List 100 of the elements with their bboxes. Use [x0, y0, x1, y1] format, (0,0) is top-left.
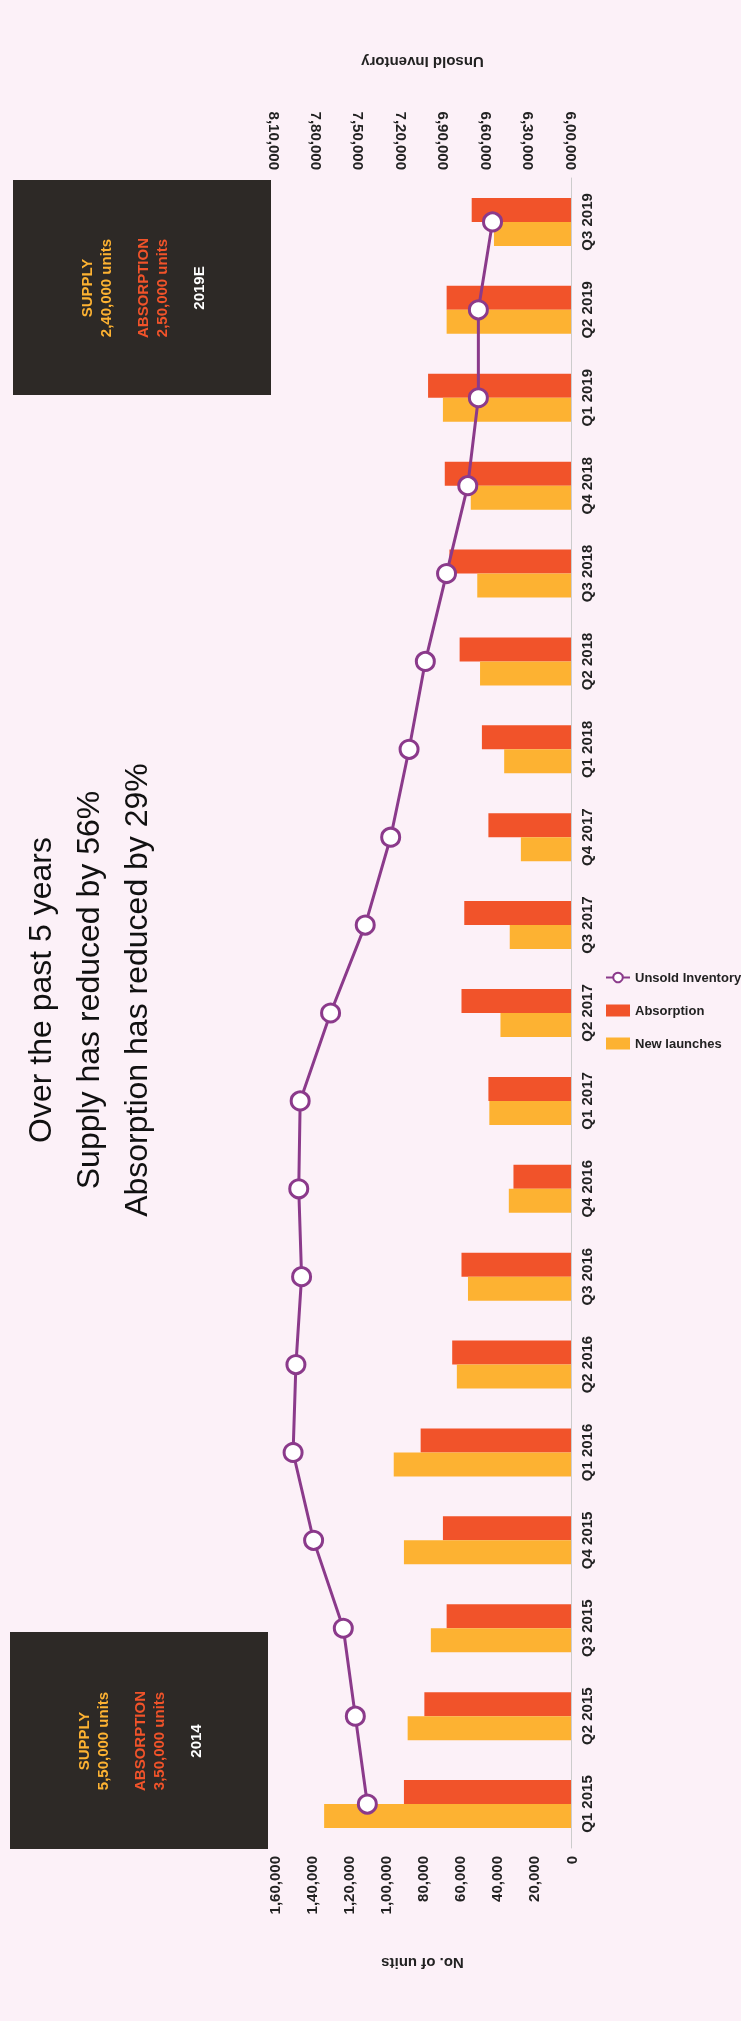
- bar: [324, 1804, 571, 1829]
- point: [414, 650, 436, 672]
- point: [482, 211, 504, 233]
- bar: [442, 397, 571, 422]
- bar: [488, 813, 571, 838]
- y-tick-label: Q4 2015: [578, 1511, 595, 1570]
- x2-tick-label: 6,90,000: [435, 111, 453, 170]
- info-card: SUPPLY 2,40,000 units ABSORPTION 2,50,000 units 2019E: [13, 180, 271, 395]
- y-tick-label: Q1 2019: [578, 368, 595, 427]
- y-tick-label: Q3 2017: [578, 896, 595, 954]
- point: [398, 738, 420, 760]
- x2-tick-label: 6,00,000: [562, 111, 580, 170]
- point: [436, 563, 458, 585]
- bar: [481, 725, 571, 750]
- y-tick-label: Q1 2015: [578, 1775, 595, 1833]
- legend-label: New launches: [635, 1036, 722, 1051]
- y-tick-label: Q2 2015: [578, 1687, 595, 1745]
- x-tick-label: 1,20,000: [339, 1856, 357, 1915]
- bar: [480, 661, 571, 686]
- x-tick-label: 40,000: [488, 1856, 506, 1902]
- y-tick-label: Q1 2016: [578, 1423, 595, 1482]
- y-tick-label: Q4 2018: [578, 456, 595, 515]
- bar: [446, 309, 571, 334]
- x-tick-label: 1,00,000: [376, 1856, 394, 1915]
- x-axis-title: No. of units: [381, 1955, 464, 1972]
- info-card: SUPPLY 5,50,000 units ABSORPTION 3,50,000 units 2014: [10, 1632, 268, 1849]
- y-tick-label: Q2 2017: [578, 984, 595, 1042]
- point: [291, 1266, 313, 1288]
- bar: [488, 1076, 571, 1101]
- bar: [430, 1628, 571, 1653]
- bar: [459, 637, 571, 662]
- y-tick-label: Q1 2018: [578, 720, 595, 779]
- point: [380, 826, 402, 848]
- bar: [504, 749, 571, 774]
- point: [467, 299, 489, 321]
- bar: [403, 1780, 571, 1805]
- x2-tick-label: 6,30,000: [520, 111, 538, 170]
- point: [285, 1354, 307, 1376]
- point: [289, 1090, 311, 1112]
- y-tick-label: Q3 2015: [578, 1599, 595, 1658]
- bar: [489, 1100, 571, 1125]
- text: Over the past 5 years Supply has reduced by 56% Absorption has reduced by 29%: [22, 763, 154, 1217]
- x-tick-label: 1,40,000: [302, 1856, 320, 1915]
- point: [457, 475, 479, 497]
- x-tick-label: 0: [562, 1856, 580, 1865]
- bar: [446, 285, 571, 310]
- bar: [470, 485, 571, 510]
- bar: [449, 549, 571, 574]
- bar: [428, 373, 571, 398]
- x2-axis-title: Unsold Inventory: [360, 54, 484, 71]
- x-tick-label: 20,000: [525, 1856, 543, 1902]
- point: [303, 1529, 325, 1551]
- point: [467, 387, 489, 409]
- y-tick-label: Q2 2019: [578, 281, 595, 339]
- bar: [477, 573, 571, 598]
- bar: [461, 1252, 571, 1277]
- x2-tick-label: 7,50,000: [350, 111, 368, 170]
- bar: [493, 221, 571, 246]
- bar: [442, 1516, 571, 1541]
- x2-tick-label: 7,20,000: [392, 111, 410, 170]
- bar: [446, 1604, 571, 1629]
- bar: [464, 901, 571, 926]
- y-tick-label: Q2 2016: [578, 1335, 595, 1394]
- y-tick-label: Q4 2017: [578, 808, 595, 866]
- point: [288, 1178, 310, 1200]
- y-tick-label: Q3 2016: [578, 1247, 595, 1306]
- bar: [471, 197, 571, 222]
- x2-tick-label: 8,10,000: [265, 111, 283, 170]
- y-tick-label: Q1 2017: [578, 1072, 595, 1130]
- bar: [456, 1364, 571, 1389]
- bar: [420, 1428, 571, 1453]
- bar: [467, 1276, 571, 1301]
- bar: [461, 989, 571, 1013]
- legend-label: Absorption: [635, 1003, 705, 1018]
- point: [282, 1441, 304, 1463]
- bar: [393, 1452, 571, 1477]
- bar: [500, 1013, 571, 1037]
- point: [320, 1002, 342, 1024]
- y-tick-label: Q2 2018: [578, 632, 595, 691]
- x-tick-label: 80,000: [414, 1856, 431, 1902]
- point: [356, 1793, 378, 1815]
- x-tick-label: 60,000: [451, 1856, 469, 1902]
- bar: [508, 1188, 571, 1213]
- legend-label: Unsold Inventory: [635, 970, 741, 985]
- y-tick-label: Q3 2019: [578, 193, 595, 251]
- point: [344, 1705, 366, 1727]
- bar: [424, 1692, 571, 1717]
- x2-tick-label: 6,60,000: [477, 111, 495, 170]
- bar: [509, 925, 571, 950]
- x2-tick-label: 7,80,000: [307, 111, 325, 170]
- x-tick-label: 1,60,000: [265, 1856, 283, 1915]
- bar: [513, 1164, 571, 1189]
- point: [354, 914, 376, 936]
- bar: [520, 837, 571, 862]
- y-tick-label: Q3 2018: [578, 544, 595, 603]
- point: [332, 1617, 354, 1639]
- bar: [452, 1340, 571, 1365]
- bar: [444, 461, 571, 486]
- bar: [403, 1540, 571, 1565]
- bar: [407, 1716, 571, 1741]
